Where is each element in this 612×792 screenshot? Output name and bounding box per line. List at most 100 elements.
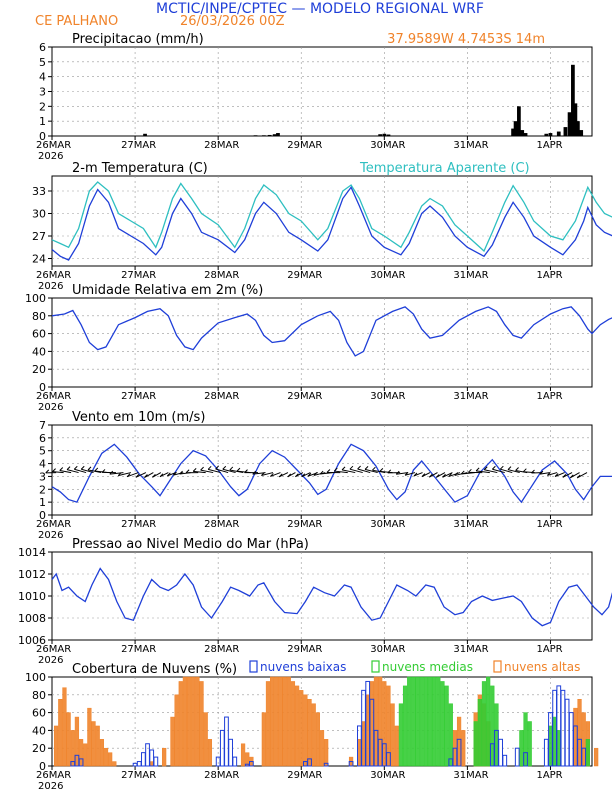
bar-nuvens-baixas (523, 752, 528, 767)
wind-arrow (476, 470, 490, 474)
legend-label: nuvens medias (382, 660, 473, 674)
bar-nuvens-altas (299, 690, 304, 767)
wind-arrow-head (215, 465, 219, 470)
bar-nuvens-altas (162, 747, 167, 767)
bar-nuvens-medias (427, 676, 433, 767)
wind-arrow-head (261, 472, 265, 476)
series-line-umidade (51, 306, 612, 357)
x-tick-label: 26MAR (36, 519, 71, 530)
series-line-temperatura-c- (51, 186, 612, 261)
y-tick-label: 1 (39, 115, 46, 128)
wind-arrow (222, 468, 236, 474)
wind-arrow-head (144, 474, 148, 478)
wind-arrow (500, 468, 513, 474)
bar-nuvens-altas (315, 712, 320, 767)
bar-nuvens-altas (186, 676, 192, 767)
wind-arrow-head (207, 465, 212, 470)
x-tick-label: 28MAR (204, 644, 239, 655)
x-tick-label: 27MAR (121, 391, 156, 402)
wind-arrow (301, 472, 311, 478)
y-tick-label: 5 (39, 56, 46, 69)
legend-swatch (371, 660, 380, 673)
y-tick-label: 60 (32, 328, 46, 341)
wind-arrow-head (499, 465, 504, 470)
wind-arrow (215, 468, 229, 474)
bar-nuvens-altas (182, 676, 188, 767)
bar-nuvens-altas (261, 712, 266, 767)
y-tick-label: 2 (39, 100, 46, 113)
bar-nuvens-baixas (568, 712, 574, 767)
bar-nuvens-medias (473, 721, 478, 767)
bar-nuvens-altas (87, 707, 92, 767)
panel-title: Cobertura de Nuvens (%) (72, 662, 237, 677)
wind-arrow (173, 472, 184, 476)
bar-nuvens-baixas (581, 747, 587, 767)
bar-nuvens-medias (552, 716, 557, 767)
wind-arrow-head (152, 473, 156, 478)
bar-nuvens-baixas (348, 761, 354, 767)
series-line-vento (51, 443, 612, 504)
wind-arrow-head (109, 470, 114, 475)
bar-nuvens-altas (203, 712, 208, 767)
x-tick-label: 27MAR (121, 519, 156, 530)
bar-nuvens-altas (319, 730, 325, 767)
bar-precipitacao (556, 131, 561, 136)
bar-nuvens-altas (373, 676, 379, 767)
wind-arrow (229, 469, 244, 474)
bar-precipitacao (253, 135, 258, 136)
wind-arrow-head (387, 469, 392, 474)
wind-arrow (126, 472, 139, 478)
bar-nuvens-altas (108, 752, 113, 767)
wind-arrow (66, 469, 79, 474)
wind-arrow-head (126, 473, 131, 478)
wind-arrow-head (45, 469, 50, 474)
wind-arrow-head (313, 472, 318, 476)
x-tick-label: 30MAR (370, 770, 405, 781)
panel-title: Precipitacao (mm/h) (72, 32, 204, 47)
bar-nuvens-medias (402, 685, 408, 767)
bar-nuvens-altas (191, 676, 196, 767)
y-tick-label: 1012 (18, 568, 46, 581)
wind-arrow (547, 472, 558, 476)
bar-nuvens-altas (461, 730, 466, 767)
y-tick-label: 20 (32, 363, 46, 376)
bar-precipitacao (272, 134, 277, 136)
bar-nuvens-altas (577, 699, 582, 767)
x-tick-label: 29MAR (287, 270, 322, 281)
wind-arrow-head (576, 474, 581, 479)
y-tick-label: 1008 (18, 612, 46, 625)
wind-arrow-head (349, 465, 354, 470)
wind-arrow-head (379, 468, 384, 472)
x-tick-label: 28MAR (204, 391, 239, 402)
bar-nuvens-altas (170, 716, 175, 767)
x-tick-label: 29MAR (287, 519, 322, 530)
x-tick-label: 1APR (536, 519, 562, 530)
bar-nuvens-altas (278, 676, 283, 767)
wind-arrow-head (179, 470, 183, 475)
bar-nuvens-altas (83, 743, 88, 767)
legend-label: nuvens baixas (260, 660, 346, 674)
wind-arrow-head (492, 465, 496, 470)
y-tick-label: 80 (32, 310, 46, 323)
wind-arrow-head (185, 469, 190, 474)
bar-nuvens-altas (357, 739, 362, 767)
wind-arrow (396, 472, 408, 475)
wind-arrow-head (395, 470, 400, 475)
bar-nuvens-altas (573, 707, 578, 767)
x-year-label: 2026 (38, 655, 63, 666)
wind-arrow (261, 472, 274, 476)
bar-nuvens-altas (174, 694, 179, 767)
x-tick-label: 29MAR (287, 391, 322, 402)
bar-nuvens-medias (448, 703, 453, 767)
wind-arrow-head (229, 466, 234, 471)
wind-arrow (59, 470, 72, 474)
bar-precipitacao (548, 133, 553, 136)
x-tick-label: 28MAR (204, 770, 239, 781)
bar-precipitacao (563, 127, 568, 136)
series-line-pressao (51, 567, 612, 627)
bar-nuvens-altas (78, 739, 84, 767)
y-tick-label: 0 (39, 760, 46, 773)
y-tick-label: 1006 (18, 634, 46, 647)
x-tick-label: 1APR (536, 770, 562, 781)
